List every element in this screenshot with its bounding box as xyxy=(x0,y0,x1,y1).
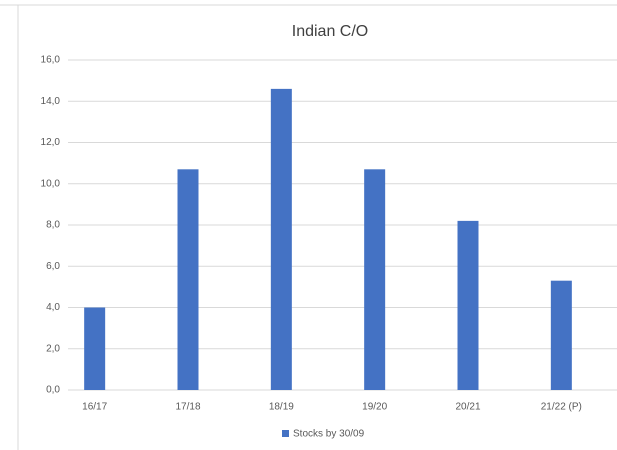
bar xyxy=(84,307,106,390)
x-tick-label: 21/22 (P) xyxy=(541,402,582,413)
y-tick-label: 6,0 xyxy=(46,261,60,272)
bar xyxy=(177,169,199,390)
y-tick-label: 4,0 xyxy=(46,302,60,313)
bar xyxy=(550,280,572,390)
bar xyxy=(364,169,386,390)
y-tick-label: 0,0 xyxy=(46,385,60,396)
x-tick-label: 17/18 xyxy=(175,402,200,413)
x-tick-label: 18/19 xyxy=(269,402,294,413)
x-tick-label: 16/17 xyxy=(82,402,107,413)
chart-title: Indian C/O xyxy=(292,23,368,40)
x-tick-label: 19/20 xyxy=(362,402,387,413)
legend-label: Stocks by 30/09 xyxy=(293,429,365,440)
y-tick-label: 12,0 xyxy=(41,137,61,148)
legend-swatch xyxy=(282,430,289,437)
y-tick-label: 16,0 xyxy=(41,55,61,66)
y-tick-label: 2,0 xyxy=(46,343,60,354)
y-tick-label: 10,0 xyxy=(41,178,61,189)
x-tick-label: 20/21 xyxy=(455,402,480,413)
y-tick-label: 8,0 xyxy=(46,220,60,231)
bar xyxy=(457,220,479,390)
bar xyxy=(270,88,292,390)
y-tick-label: 14,0 xyxy=(41,96,61,107)
